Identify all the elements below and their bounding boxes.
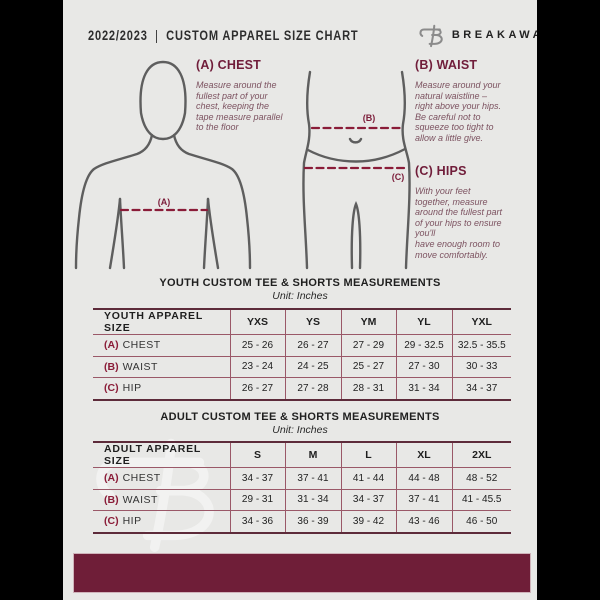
row-label: HIP <box>122 515 142 528</box>
measure-cell: 34 - 37 <box>451 377 511 400</box>
brand-name: BREAKAWAY <box>451 29 537 41</box>
measure-cell: 31 - 34 <box>284 489 341 511</box>
table-row: (C) HIP 26 - 27 27 - 28 28 - 31 31 - 34 3… <box>93 377 511 400</box>
size-col-header: YS <box>284 309 341 335</box>
measure-cell: 48 - 52 <box>451 467 511 489</box>
breakaway-logo-icon <box>419 24 443 47</box>
table-row: (C) HIP 34 - 36 36 - 39 39 - 42 43 - 46 4… <box>93 510 511 533</box>
measure-cell: 26 - 27 <box>229 377 285 400</box>
measure-cell: 25 - 26 <box>229 334 285 356</box>
measure-cell: 26 - 27 <box>284 334 341 356</box>
measure-cell: 39 - 42 <box>340 510 396 533</box>
youth-size-table: YOUTH APPAREL SIZE YXS YS YM YL YXL (A) C… <box>93 308 511 401</box>
measure-cell: 34 - 36 <box>229 510 285 533</box>
adult-header-row: ADULT APPAREL SIZE S M L XL 2XL <box>93 442 511 468</box>
header: 2022/2023 | CUSTOM APPAREL SIZE CHART BREA… <box>88 22 537 48</box>
page-title: 2022/2023 | CUSTOM APPAREL SIZE CHART <box>88 28 358 43</box>
waist-instruction-text: Measure around your natural waistline – … <box>415 80 502 143</box>
measure-cell: 46 - 50 <box>451 510 511 533</box>
row-key: (C) <box>104 382 119 395</box>
youth-table-title: YOUTH CUSTOM TEE & SHORTS MEASUREMENTS <box>159 277 441 289</box>
adult-size-label: ADULT APPAREL SIZE <box>104 443 201 467</box>
row-label: WAIST <box>122 493 158 506</box>
chest-measure-figure: (A) <box>74 60 252 270</box>
size-col-header: M <box>284 442 341 468</box>
measure-cell: 29 - 32.5 <box>395 334 452 356</box>
adult-table-title: ADULT CUSTOM TEE & SHORTS MEASUREMENTS <box>160 411 440 423</box>
hips-line-label: (C) <box>392 172 405 182</box>
waist-hips-measure-figure: (B) (C) <box>302 70 411 270</box>
row-key: (A) <box>104 472 119 485</box>
row-label: CHEST <box>122 339 161 352</box>
chest-instruction-text: Measure around the fullest part of your … <box>196 80 283 133</box>
size-col-header: YL <box>395 309 452 335</box>
youth-table-unit: Unit: Inches <box>272 290 328 302</box>
header-year: 2022/2023 <box>88 27 148 43</box>
measure-cell: 37 - 41 <box>395 489 452 511</box>
measure-cell: 41 - 45.5 <box>451 489 511 511</box>
row-label: WAIST <box>122 360 158 373</box>
row-key: (B) <box>104 360 119 373</box>
measure-cell: 37 - 41 <box>284 467 341 489</box>
size-col-header: 2XL <box>451 442 511 468</box>
row-key: (C) <box>104 515 119 528</box>
measure-cell: 30 - 33 <box>451 356 511 378</box>
measure-cell: 28 - 31 <box>340 377 396 400</box>
row-key: (A) <box>104 339 119 352</box>
chest-line-label: (A) <box>158 197 171 207</box>
measure-cell: 34 - 37 <box>340 489 396 511</box>
adult-table-unit: Unit: Inches <box>272 424 328 436</box>
measure-cell: 23 - 24 <box>229 356 285 378</box>
brand: BREAKAWAY <box>418 23 537 48</box>
measure-cell: 44 - 48 <box>395 467 452 489</box>
measure-cell: 24 - 25 <box>284 356 341 378</box>
waist-line-label: (B) <box>363 113 376 123</box>
row-label: CHEST <box>122 472 161 485</box>
chest-instruction-heading: (A) CHEST <box>196 58 261 72</box>
measure-cell: 36 - 39 <box>284 510 341 533</box>
measure-cell: 29 - 31 <box>229 489 285 511</box>
hips-instruction-heading: (C) HIPS <box>415 164 467 178</box>
row-label: HIP <box>122 382 142 395</box>
measure-cell: 32.5 - 35.5 <box>451 334 511 356</box>
table-row: (B) WAIST 29 - 31 31 - 34 34 - 37 37 - 41… <box>93 489 511 511</box>
header-separator: | <box>155 27 159 43</box>
table-row: (A) CHEST 34 - 37 37 - 41 41 - 44 44 - 48… <box>93 467 511 489</box>
measure-cell: 43 - 46 <box>395 510 452 533</box>
size-col-header: S <box>229 442 285 468</box>
youth-header-row: YOUTH APPAREL SIZE YXS YS YM YL YXL <box>93 309 511 335</box>
watermark-logo <box>96 438 214 552</box>
footer-bar <box>73 553 531 593</box>
table-row: (A) CHEST 25 - 26 26 - 27 27 - 29 29 - 32… <box>93 334 511 356</box>
waist-instruction-heading: (B) WAIST <box>415 58 478 72</box>
size-col-header: YM <box>340 309 396 335</box>
measure-cell: 27 - 30 <box>395 356 452 378</box>
measure-cell: 25 - 27 <box>340 356 396 378</box>
table-row: (B) WAIST 23 - 24 24 - 25 25 - 27 27 - 30… <box>93 356 511 378</box>
measure-cell: 41 - 44 <box>340 467 396 489</box>
size-col-header: YXS <box>229 309 285 335</box>
size-col-header: L <box>340 442 396 468</box>
size-chart-sheet: 2022/2023 | CUSTOM APPAREL SIZE CHART BREA… <box>63 0 537 600</box>
hips-instruction-text: With your feet together, measure around … <box>415 186 503 260</box>
adult-size-table: ADULT APPAREL SIZE S M L XL 2XL (A) CHEST… <box>93 441 511 534</box>
measure-cell: 34 - 37 <box>229 467 285 489</box>
youth-size-label: YOUTH APPAREL SIZE <box>104 310 203 334</box>
header-title: CUSTOM APPAREL SIZE CHART <box>166 27 359 43</box>
size-col-header: YXL <box>451 309 511 335</box>
row-key: (B) <box>104 493 119 506</box>
size-col-header: XL <box>395 442 452 468</box>
measure-cell: 27 - 29 <box>340 334 396 356</box>
measure-cell: 31 - 34 <box>395 377 452 400</box>
measure-cell: 27 - 28 <box>284 377 341 400</box>
